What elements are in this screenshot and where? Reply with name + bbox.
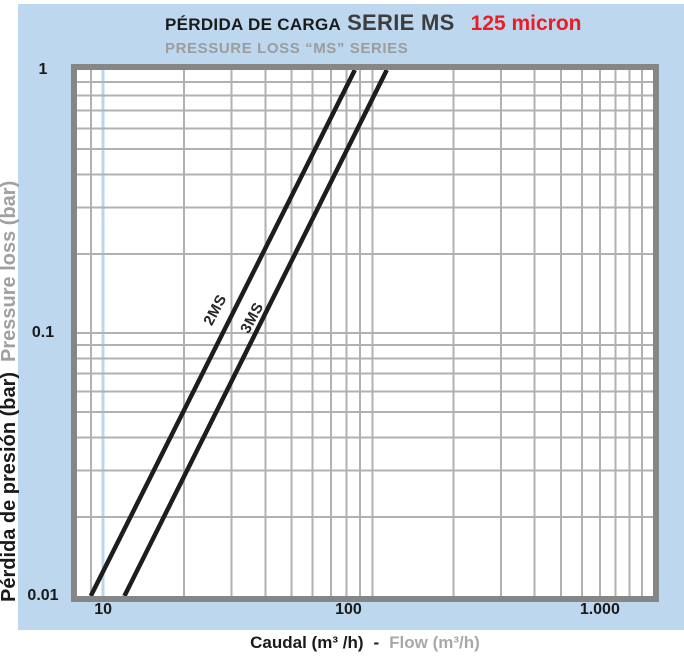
plot-area: 2MS 3MS xyxy=(71,64,659,602)
y-tick-label: 0.01 xyxy=(27,587,59,604)
x-axis-title-spanish: Caudal (m³ /h) xyxy=(250,633,364,652)
chart-subtitle-english: PRESSURE LOSS “MS” SERIES xyxy=(165,40,409,57)
y-tick-label: 1 xyxy=(38,61,48,78)
curve-3MS xyxy=(122,70,389,596)
chart-title-line: PÉRDIDA DE CARGA SERIE MS 125 micron xyxy=(165,10,582,39)
y-tick-label: 0.1 xyxy=(31,324,55,341)
grid-lines xyxy=(77,70,653,596)
loglog-chart: 2MS 3MS xyxy=(77,70,653,596)
x-tick-label: 10 xyxy=(94,601,112,618)
x-tick-label: 1.000 xyxy=(579,601,620,618)
chart-title-series: SERIE MS xyxy=(347,10,455,35)
y-axis-title: Pérdida de presión (bar)Pressure loss (b… xyxy=(0,181,20,602)
curve-2MS xyxy=(88,70,357,596)
chart-title-block: PÉRDIDA DE CARGA SERIE MS 125 micron PRESS… xyxy=(165,10,582,57)
x-axis-title: Caudal (m³ /h) - Flow (m³/h) xyxy=(77,633,653,653)
chart-title-micron-rating: 125 micron xyxy=(470,12,582,35)
chart-title-spanish: PÉRDIDA DE CARGA xyxy=(165,15,342,34)
x-axis-title-separator: - xyxy=(373,633,380,652)
y-axis-title-spanish: Pérdida de presión (bar) xyxy=(0,371,20,602)
x-tick-label: 100 xyxy=(335,601,362,618)
x-axis-title-english: Flow (m³/h) xyxy=(389,633,480,652)
